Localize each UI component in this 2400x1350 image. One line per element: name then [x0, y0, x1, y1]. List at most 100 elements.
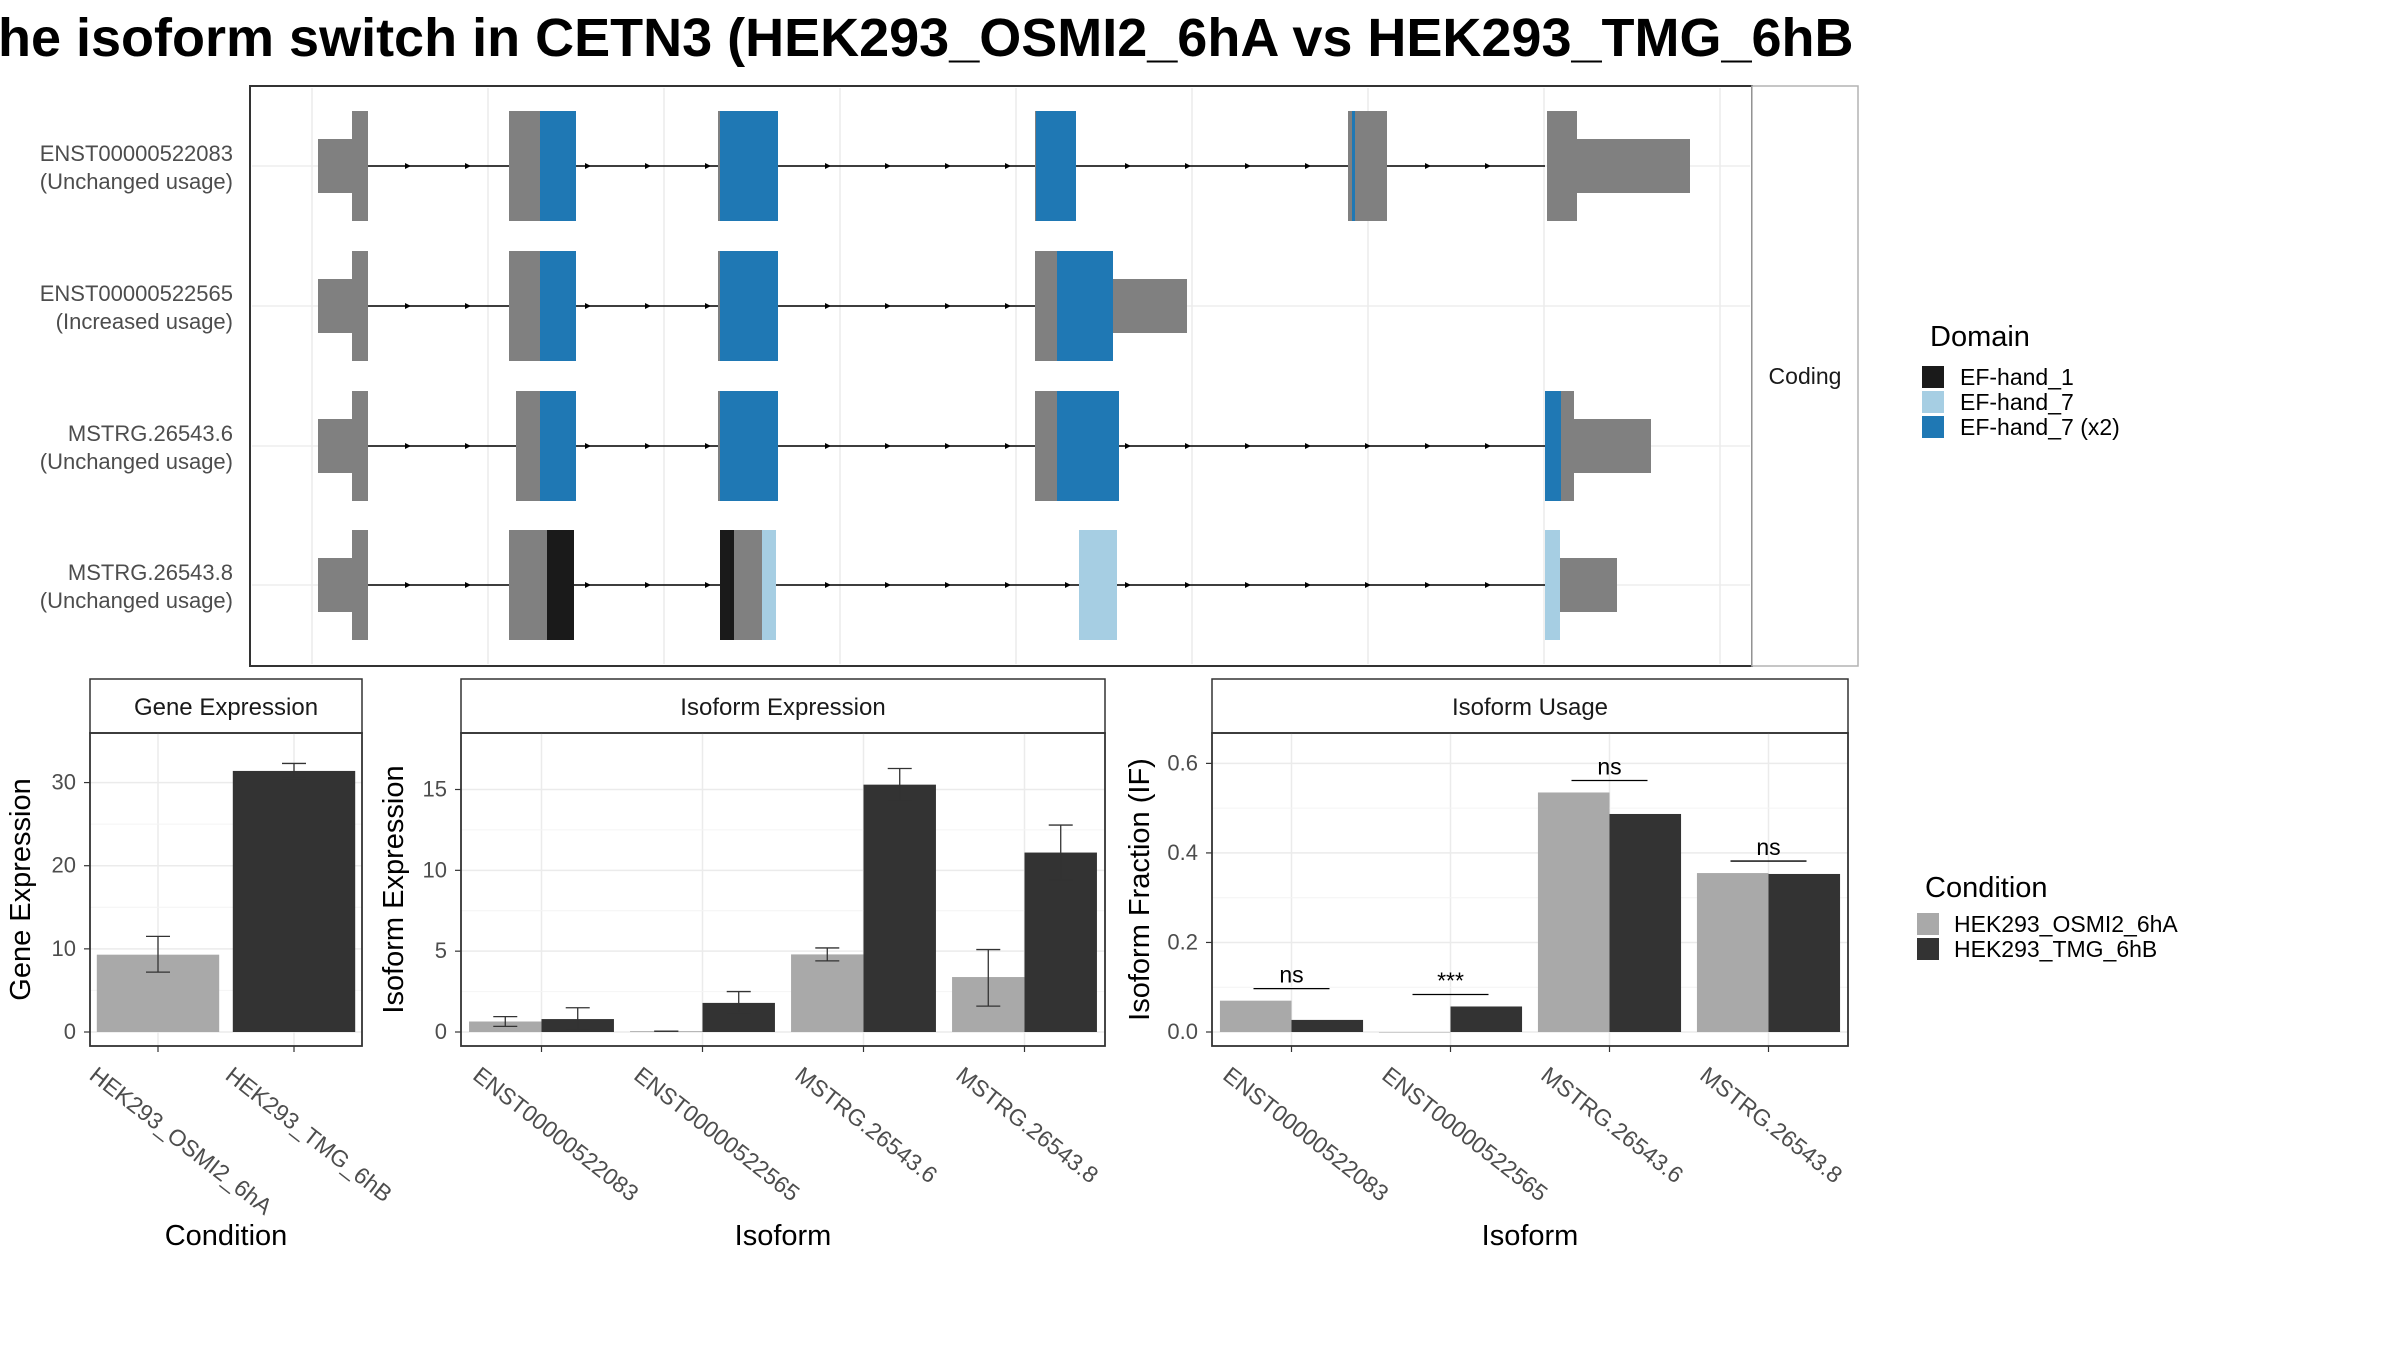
- strand-arrow: [405, 163, 411, 169]
- y-tick-label: 0.6: [1167, 750, 1198, 775]
- coding-exon-5: [1547, 111, 1577, 221]
- domain-ef-hand-7-x2--2: [1057, 391, 1119, 501]
- transcript-row-ENST00000522565: [318, 251, 1187, 361]
- structure-rows: [318, 111, 1690, 640]
- strand-arrow: [465, 163, 471, 169]
- strand-arrow: [705, 582, 711, 588]
- strand-arrow: [405, 582, 411, 588]
- strand-arrow: [705, 163, 711, 169]
- transcript-id-label: ENST00000522083: [40, 141, 233, 166]
- significance-label: ns: [1597, 753, 1621, 779]
- y-tick-label: 10: [423, 857, 447, 882]
- coding-exon-0: [352, 530, 368, 640]
- strand-arrow: [1185, 163, 1191, 169]
- strand-arrow: [885, 443, 891, 449]
- x-tick-label: ENST00000522565: [629, 1061, 804, 1206]
- coding-exon-0: [352, 391, 368, 501]
- coding-exon-0: [352, 111, 368, 221]
- utr-exon-1: [1113, 279, 1187, 333]
- structure-panel: [249, 85, 1753, 667]
- strand-arrow: [945, 303, 951, 309]
- strand-arrow: [585, 443, 591, 449]
- strand-arrow: [1425, 163, 1431, 169]
- coding-exon-0: [352, 251, 368, 361]
- y-axis-label: Isoform Expression: [378, 765, 410, 1013]
- domain-ef-hand-7-x2--1: [720, 391, 778, 501]
- utr-exon-1: [1574, 419, 1651, 473]
- strand-arrow: [705, 303, 711, 309]
- strand-arrow: [465, 303, 471, 309]
- transcript-usage-label: (Increased usage): [56, 309, 233, 334]
- strand-arrow: [1425, 443, 1431, 449]
- transcript-id-label: ENST00000522565: [40, 281, 233, 306]
- bar-mstrg-26543-8-b: [1024, 852, 1097, 1032]
- y-tick-label: 30: [52, 770, 76, 795]
- strand-arrow: [1485, 582, 1491, 588]
- condition-legend-label: HEK293_OSMI2_6hA: [1954, 911, 2178, 937]
- y-axis-label: Gene Expression: [5, 778, 37, 1000]
- panel-title: Isoform Usage: [1452, 694, 1608, 721]
- strand-arrow: [1125, 582, 1131, 588]
- strand-arrow: [645, 163, 651, 169]
- x-tick-label: MSTRG.26543.8: [951, 1061, 1103, 1188]
- y-tick-label: 5: [435, 938, 447, 963]
- strand-arrow: [405, 443, 411, 449]
- strand-arrow: [885, 303, 891, 309]
- transcript-id-label: MSTRG.26543.8: [68, 560, 233, 585]
- domain-legend-title: Domain: [1930, 321, 2030, 353]
- y-tick-label: 10: [52, 936, 76, 961]
- utr-exon-1: [1560, 558, 1617, 612]
- y-tick-label: 20: [52, 853, 76, 878]
- bar-enst00000522083-a: [1219, 1000, 1292, 1032]
- strand-arrow: [1125, 163, 1131, 169]
- strand-arrow: [1125, 443, 1131, 449]
- domain-ef-hand-7-x2--2: [1057, 251, 1113, 361]
- structure-facet-label: Coding: [1769, 363, 1842, 389]
- x-axis-label: Isoform: [1482, 1220, 1579, 1252]
- bar-mstrg-26543-8-b: [1768, 873, 1841, 1032]
- significance-label: ***: [1437, 967, 1464, 993]
- transcript-row-ENST00000522083: [318, 111, 1690, 221]
- condition-legend-title: Condition: [1925, 872, 2048, 904]
- strand-arrow: [1005, 443, 1011, 449]
- strand-arrow: [1245, 163, 1251, 169]
- y-tick-label: 0: [64, 1019, 76, 1044]
- domain-legend-label: EF-hand_7 (x2): [1960, 414, 2120, 440]
- bar-mstrg-26543-6-a: [1537, 792, 1610, 1032]
- coding-exon-1: [509, 251, 540, 361]
- y-tick-label: 0.4: [1167, 840, 1198, 865]
- panel-frame: [460, 732, 1106, 1047]
- figure-title: he isoform switch in CETN3 (HEK293_OSMI2…: [0, 8, 1854, 68]
- domain-ef-hand-7-x2--0: [540, 391, 576, 501]
- panel-strip: [1211, 678, 1849, 734]
- significance-label: ns: [1756, 834, 1780, 860]
- domain-legend-key: [1922, 391, 1944, 413]
- domain-legend-label: EF-hand_7: [1960, 389, 2074, 415]
- utr-exon-1: [1577, 139, 1690, 193]
- strand-arrow: [1305, 582, 1311, 588]
- structure-facet-strip: [1751, 85, 1859, 667]
- bar-panel-isoform-expression: Isoform Expression 0 5 10 15 ENST00000522083E…: [378, 678, 1106, 1252]
- strand-arrow: [1365, 582, 1371, 588]
- strand-arrow: [585, 303, 591, 309]
- condition-legend-key: [1917, 913, 1939, 935]
- y-axis-label: Isoform Fraction (IF): [1124, 758, 1156, 1021]
- domain-ef-hand-7-x2--1: [720, 251, 778, 361]
- strand-arrow: [1245, 582, 1251, 588]
- strand-arrow: [1425, 582, 1431, 588]
- strand-arrow: [645, 443, 651, 449]
- bar-panels: Gene Expression0102030HEK293_OSMI2_6hAHE…: [5, 678, 1849, 1252]
- strand-arrow: [1185, 582, 1191, 588]
- bar-panel-isoform-usage: Isoform Usage 0.0 0.2 0.4 0.6 ns ENST000005220…: [1124, 678, 1849, 1252]
- bar-mstrg-26543-6-b: [863, 784, 936, 1032]
- domain-legend-label: EF-hand_1: [1960, 364, 2074, 390]
- transcript-row-MSTRG.26543.6: [318, 391, 1651, 501]
- strand-arrow: [1005, 163, 1011, 169]
- strand-arrow: [1065, 582, 1071, 588]
- domain-ef-hand-7-x2--3: [1352, 111, 1355, 221]
- y-tick-label: 0.0: [1167, 1019, 1198, 1044]
- panel-title: Isoform Expression: [680, 694, 885, 721]
- x-tick-label: ENST00000522565: [1377, 1061, 1552, 1206]
